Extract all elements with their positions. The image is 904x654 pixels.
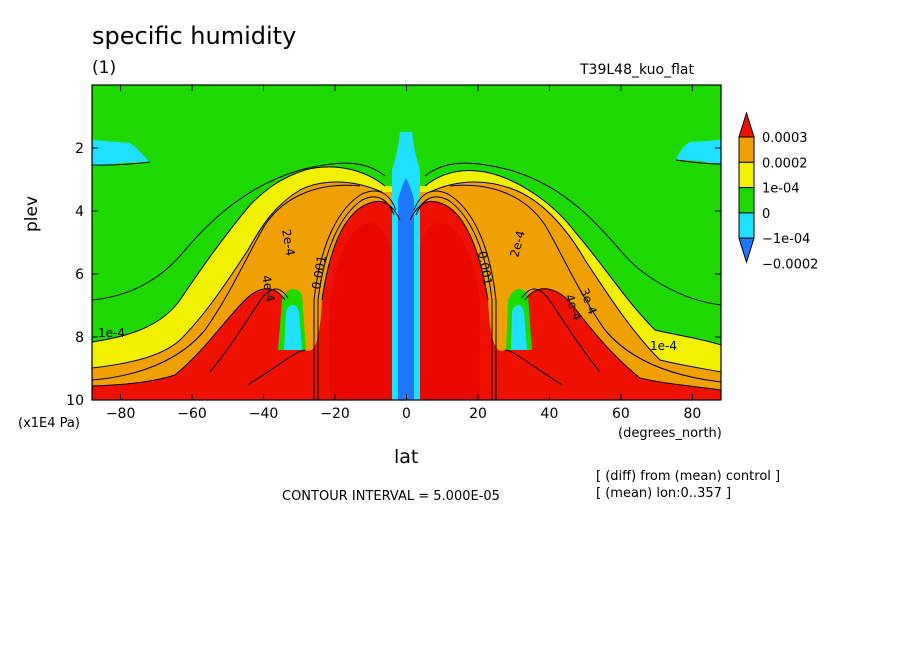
chart-title: specific humidity: [92, 22, 297, 50]
colorbar-arrow-top: [738, 111, 755, 138]
contour-line: [424, 162, 721, 306]
field-sh-subtropic-cyan: [284, 304, 302, 350]
y-tick-label: 2: [75, 141, 84, 157]
colorbar-arrow-bottom: [738, 237, 755, 264]
contour-line: [449, 184, 721, 383]
contour-line: [209, 288, 289, 373]
colorbar-label: 1e-04: [762, 182, 800, 197]
x-tick-label: −60: [177, 406, 207, 422]
x-tick-label: −20: [320, 406, 350, 422]
mean-note: [ (mean) lon:0..357 ]: [596, 486, 732, 501]
colorbar-label: −1e-04: [762, 232, 810, 247]
field-equator-blue: [398, 178, 414, 400]
x-tick-label: 20: [469, 406, 487, 422]
colorbar: 0.0003 0.0002 1e-04 0 −1e-04 −0.0002: [738, 111, 818, 273]
chart-subtitle: (1): [92, 58, 117, 78]
contour-line: [429, 181, 721, 373]
colorbar-swatch: [738, 161, 755, 189]
x-tick-label: 60: [612, 406, 630, 422]
contour-line: [415, 196, 493, 400]
contour-line: [92, 184, 361, 381]
x-axis-unit: (degrees_north): [618, 426, 722, 441]
contour-label: 4e-4: [259, 274, 277, 303]
contour-line: [424, 170, 721, 346]
contour-label: 2e-4: [279, 228, 297, 257]
contour-label: 0.001: [475, 250, 495, 286]
contour-interval-label: CONTOUR INTERVAL = 5.000E-05: [282, 489, 500, 504]
contour-line: [247, 349, 306, 386]
y-tick-label: 10: [66, 393, 84, 409]
field-np-upper-cyan: [676, 140, 721, 164]
run-label: T39L48_kuo_flat: [580, 62, 694, 78]
contour-line: [413, 190, 497, 400]
x-tick-label: −80: [106, 406, 136, 422]
colorbar-label: 0: [762, 207, 770, 222]
contour-line: [521, 288, 601, 373]
contour-line: [524, 288, 721, 391]
colorbar-swatch: [738, 187, 755, 214]
contour-line: [317, 196, 395, 400]
contour-line: [92, 181, 383, 369]
contour-label: 0.001: [309, 254, 329, 290]
y-axis: 2 4 6 8 10: [66, 141, 721, 409]
contour-label: 2e-4: [507, 229, 528, 259]
colorbar-swatch: [738, 136, 755, 163]
x-tick-label: 40: [541, 406, 559, 422]
y-tick-label: 8: [75, 330, 84, 346]
contour-line: [675, 159, 721, 165]
colorbar-label: 0.0002: [762, 156, 808, 171]
colorbar-swatch: [738, 212, 755, 239]
x-axis-label: lat: [394, 446, 419, 468]
filled-contours: [92, 85, 721, 400]
contour-line: [504, 349, 563, 386]
x-tick-label: −40: [249, 406, 279, 422]
field-nh-subtropic-cyan: [511, 304, 527, 350]
contour-label: 1e-4: [650, 339, 677, 353]
y-tick-label: 6: [75, 267, 84, 283]
contour-line: [92, 161, 151, 166]
x-tick-label: 80: [683, 406, 701, 422]
diff-note: [ (diff) from (mean) control ]: [596, 469, 781, 484]
contour-line: [92, 166, 386, 343]
y-tick-label: 4: [75, 204, 84, 220]
y-axis-unit: (x1E4 Pa): [18, 416, 80, 431]
dense-contours: [247, 190, 563, 400]
contour-lines: [92, 159, 721, 391]
x-tick-label: 0: [402, 406, 411, 422]
colorbar-label: 0.0003: [762, 131, 808, 146]
x-axis: −80 −60 −40 −20 0 20 40 60 80: [106, 85, 701, 422]
field-red-core: [330, 223, 480, 400]
contour-labels: 1e-4 1e-4 2e-4 2e-4 4e-4 3e-4 4e-4 0.001…: [98, 228, 677, 353]
field-sp-upper-cyan: [92, 140, 150, 166]
contour-line: [92, 288, 286, 387]
colorbar-label: −0.0002: [762, 258, 818, 273]
contour-line: [313, 190, 397, 400]
contour-line: [92, 162, 386, 301]
contour-label: 1e-4: [98, 326, 125, 340]
